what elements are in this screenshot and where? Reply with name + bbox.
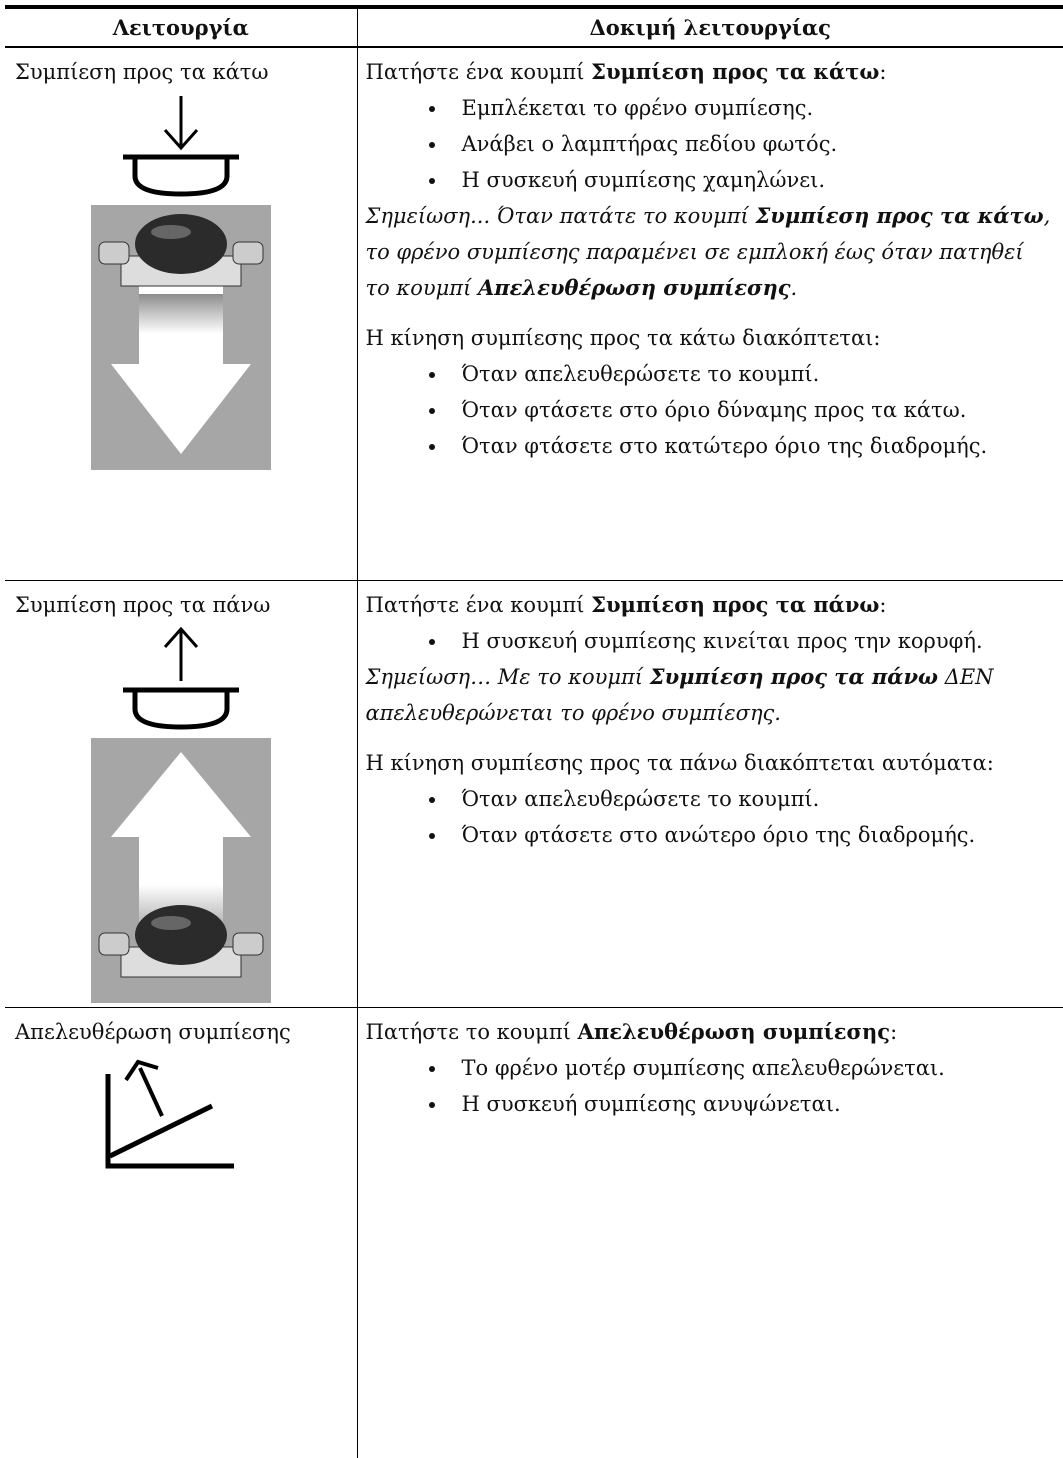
instruction: Πατήστε ένα κουμπί Συμπίεση προς τα κάτω… xyxy=(366,54,1054,90)
bold-run: Συμπίεση προς τα πάνω xyxy=(650,664,938,689)
text-run: Πατήστε το κουμπί xyxy=(366,1020,578,1044)
compression-down-icon xyxy=(81,94,281,474)
bullet-item: Εμπλέκεται το φρένο συμπίεσης. xyxy=(448,90,1054,126)
bold-run: Απελευθέρωση συμπίεσης xyxy=(478,275,791,300)
function-table: Λειτουργία Δοκιμή λειτουργίας Συμπίεση π… xyxy=(5,5,1063,1458)
function-cell: Συμπίεση προς τα πάνω xyxy=(5,580,357,1007)
release-icon xyxy=(100,1054,240,1174)
test-cell: Πατήστε το κουμπί Απελευθέρωση συμπίεσης… xyxy=(357,1007,1063,1458)
test-content: Πατήστε ένα κουμπί Συμπίεση προς τα κάτω… xyxy=(358,48,1063,464)
table-row: Συμπίεση προς τα πάνω Πατήστε ένα κουμπί… xyxy=(5,580,1063,1007)
bold-run: Συμπίεση προς τα κάτω xyxy=(591,59,879,84)
bold-run: Απελευθέρωση συμπίεσης xyxy=(578,1019,891,1044)
header-cell: Δοκιμή λειτουργίας xyxy=(357,7,1063,47)
test-content: Πατήστε ένα κουμπί Συμπίεση προς τα πάνω… xyxy=(358,581,1063,853)
bullet-list: Όταν απελευθερώσετε το κουμπί.Όταν φτάσε… xyxy=(366,781,1054,853)
function-name: Συμπίεση προς τα κάτω xyxy=(5,48,357,90)
text-run: : xyxy=(879,593,886,617)
text-run: . xyxy=(791,276,798,300)
test-content: Πατήστε το κουμπί Απελευθέρωση συμπίεσης… xyxy=(358,1008,1063,1122)
bullet-list: Το φρένο μοτέρ συμπίεσης απελευθερώνεται… xyxy=(366,1050,1054,1122)
bold-run: Συμπίεση προς τα πάνω xyxy=(591,592,879,617)
bullet-item: Όταν φτάσετε στο ανώτερο όριο της διαδρο… xyxy=(448,817,1054,853)
bullet-list: Εμπλέκεται το φρένο συμπίεσης.Ανάβει ο λ… xyxy=(366,90,1054,198)
bold-run: Συμπίεση προς τα κάτω xyxy=(755,203,1043,228)
bullet-item: Όταν απελευθερώσετε το κουμπί. xyxy=(448,356,1054,392)
text-run: : xyxy=(879,60,886,84)
bullet-item: Όταν απελευθερώσετε το κουμπί. xyxy=(448,781,1054,817)
bullet-item: Όταν φτάσετε στο κατώτερο όριο της διαδρ… xyxy=(448,428,1054,464)
bullet-list: Η συσκευή συμπίεσης κινείται προς την κο… xyxy=(366,623,1054,659)
function-cell: Απελευθέρωση συμπίεσης xyxy=(5,1007,357,1458)
compression-up-icon xyxy=(81,627,281,1007)
instruction: Πατήστε ένα κουμπί Συμπίεση προς τα πάνω… xyxy=(366,587,1054,623)
bullet-item: Η συσκευή συμπίεσης κινείται προς την κο… xyxy=(448,623,1054,659)
table-row: Συμπίεση προς τα κάτω Πατήστε ένα κουμπί… xyxy=(5,47,1063,580)
note: Σημείωση... Όταν πατάτε το κουμπί Συμπίε… xyxy=(366,198,1054,306)
bullet-item: Όταν φτάσετε στο όριο δύναμης προς τα κά… xyxy=(448,392,1054,428)
bullet-item: Η συσκευή συμπίεσης ανυψώνεται. xyxy=(448,1086,1054,1122)
bullet-item: Ανάβει ο λαμπτήρας πεδίου φωτός. xyxy=(448,126,1054,162)
instruction: Πατήστε το κουμπί Απελευθέρωση συμπίεσης… xyxy=(366,1014,1054,1050)
stop-intro: Η κίνηση συμπίεσης προς τα πάνω διακόπτε… xyxy=(366,745,1054,781)
text-run: : xyxy=(890,1020,897,1044)
header-cell: Λειτουργία xyxy=(5,7,357,47)
page: Λειτουργία Δοκιμή λειτουργίας Συμπίεση π… xyxy=(0,0,1063,1241)
bullet-list: Όταν απελευθερώσετε το κουμπί.Όταν φτάσε… xyxy=(366,356,1054,464)
test-cell: Πατήστε ένα κουμπί Συμπίεση προς τα κάτω… xyxy=(357,47,1063,580)
function-name: Συμπίεση προς τα πάνω xyxy=(5,581,357,623)
bullet-item: Το φρένο μοτέρ συμπίεσης απελευθερώνεται… xyxy=(448,1050,1054,1086)
text-run: Πατήστε ένα κουμπί xyxy=(366,593,592,617)
text-run: Πατήστε ένα κουμπί xyxy=(366,60,592,84)
test-cell: Πατήστε ένα κουμπί Συμπίεση προς τα πάνω… xyxy=(357,580,1063,1007)
text-run: Σημείωση… Με το κουμπί xyxy=(366,665,650,689)
bullet-item: Η συσκευή συμπίεσης χαμηλώνει. xyxy=(448,162,1054,198)
table-row: Απελευθέρωση συμπίεσης Πατήστε το κουμπί… xyxy=(5,1007,1063,1458)
text-run: Σημείωση... Όταν πατάτε το κουμπί xyxy=(366,204,756,228)
stop-intro: Η κίνηση συμπίεσης προς τα κάτω διακόπτε… xyxy=(366,320,1054,356)
note: Σημείωση… Με το κουμπί Συμπίεση προς τα … xyxy=(366,659,1054,731)
header-row: Λειτουργία Δοκιμή λειτουργίας xyxy=(5,7,1063,47)
function-name: Απελευθέρωση συμπίεσης xyxy=(5,1008,357,1050)
function-cell: Συμπίεση προς τα κάτω xyxy=(5,47,357,580)
